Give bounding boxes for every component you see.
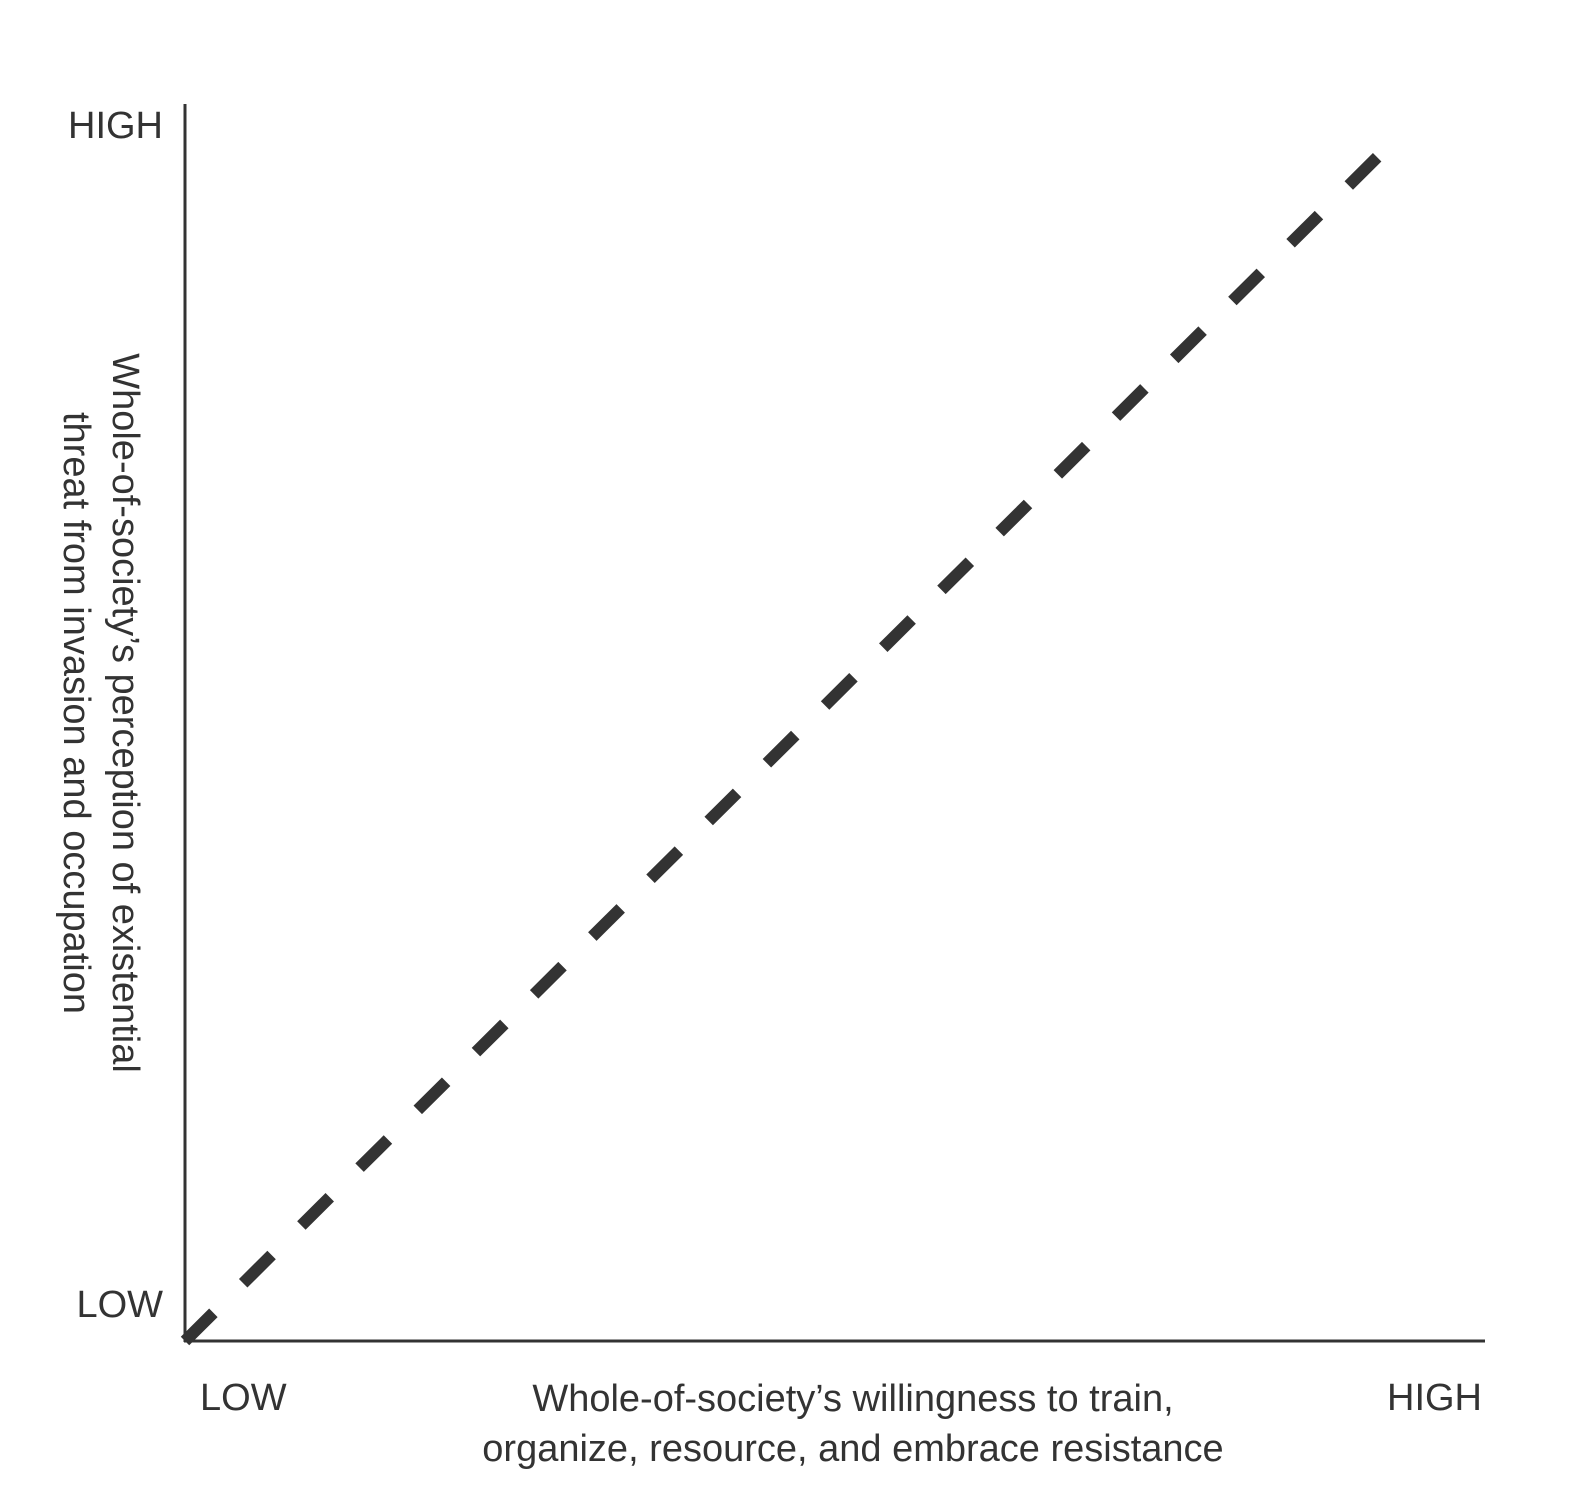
- y-axis-label-line-1: Whole-of-society’s perception of existen…: [104, 353, 146, 1073]
- x-tick-label-high: HIGH: [1387, 1377, 1482, 1419]
- y-axis-label-line-2: threat from invasion and occupation: [55, 412, 97, 1014]
- x-tick-label-low: LOW: [200, 1377, 287, 1419]
- series-layer: [180, 149, 1386, 1346]
- y-tick-label-low: LOW: [76, 1284, 163, 1326]
- x-axis-label-line-2: organize, resource, and embrace resistan…: [482, 1428, 1223, 1470]
- series-line-0: [180, 149, 1386, 1346]
- y-tick-label-high: HIGH: [68, 105, 163, 147]
- x-axis-label-line-1: Whole-of-society’s willingness to train,: [532, 1378, 1173, 1420]
